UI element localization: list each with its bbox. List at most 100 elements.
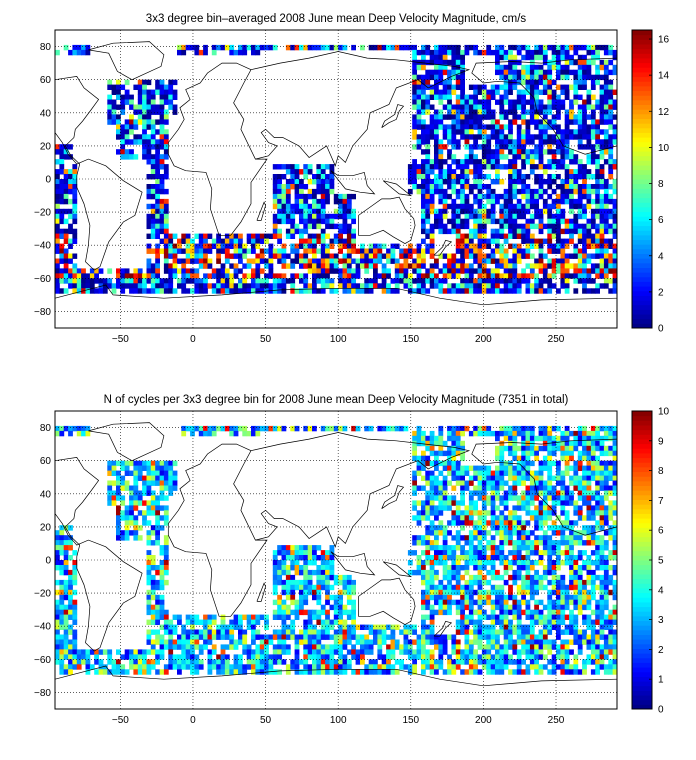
bin-cell (508, 589, 513, 596)
bin-cell (72, 604, 78, 611)
bin-cell (455, 44, 461, 51)
bin-cell (464, 253, 470, 259)
bin-cell (68, 228, 73, 235)
bin-cell (312, 560, 317, 566)
bin-cell (468, 465, 474, 471)
bin-cell (455, 435, 461, 442)
bin-cell (150, 584, 156, 591)
bin-cell (207, 263, 213, 269)
bin-cell (529, 268, 535, 274)
bin-cell (564, 445, 570, 452)
bin-cell (150, 278, 156, 284)
colorbar-frame (631, 29, 653, 329)
bin-cell (133, 119, 139, 125)
bin-cell (325, 263, 330, 269)
bin-cell (421, 59, 426, 66)
bin-cell (547, 475, 553, 481)
bin-cell (525, 203, 531, 210)
bin-cell (434, 525, 439, 531)
bin-cell (612, 445, 618, 452)
bin-cell (599, 594, 605, 601)
bin-cell (534, 154, 539, 160)
bin-cell (460, 208, 465, 215)
bin-cell (473, 278, 478, 284)
bin-cell (442, 545, 448, 551)
bin-cell (586, 505, 592, 511)
bin-cell (586, 288, 592, 294)
bin-cell (142, 154, 147, 160)
bin-cell (107, 268, 113, 274)
bin-cell (203, 273, 208, 279)
bin-cell (603, 208, 609, 215)
bin-cell (577, 114, 583, 120)
bin-cell (464, 465, 470, 471)
bin-cell (556, 579, 561, 586)
bin-cell (312, 545, 317, 551)
bin-cell (451, 465, 457, 471)
bin-cell (416, 510, 422, 516)
bin-cell (582, 540, 587, 546)
bin-cell (508, 54, 513, 61)
bin-cell (181, 258, 187, 264)
bin-cell (503, 74, 509, 81)
bin-cell (542, 268, 548, 274)
bin-cell (464, 550, 470, 556)
bin-cell (421, 465, 426, 471)
bin-cell (447, 550, 452, 556)
bin-cell (503, 248, 509, 254)
bin-cell (521, 114, 526, 120)
bin-cell (438, 79, 444, 86)
bin-cell (569, 104, 574, 110)
bin-cell (438, 470, 444, 476)
bin-cell (342, 425, 348, 432)
bin-cell (63, 278, 69, 284)
bin-cell (129, 470, 134, 476)
bin-cell (495, 233, 500, 239)
bin-cell (538, 525, 544, 531)
bin-cell (434, 609, 439, 616)
bin-cell (551, 233, 557, 239)
bin-cell (542, 435, 548, 442)
bin-cell (111, 490, 117, 496)
bin-cell (525, 475, 531, 481)
bin-cell (59, 273, 65, 279)
bin-cell (312, 569, 317, 576)
bin-cell (564, 263, 570, 269)
bin-cell (438, 49, 444, 56)
bin-cell (547, 243, 553, 249)
bin-cell (586, 124, 592, 130)
bin-cell (508, 450, 513, 457)
bin-cell (159, 203, 165, 210)
bin-cell (238, 49, 243, 56)
bin-cell (582, 485, 587, 491)
bin-cell (116, 525, 121, 531)
bin-cell (455, 243, 461, 249)
bin-cell (464, 485, 470, 491)
bin-cell (525, 435, 531, 442)
bin-cell (455, 475, 461, 481)
bin-cell (499, 278, 505, 284)
bin-cell (294, 258, 300, 264)
bin-cell (338, 44, 343, 51)
bin-cell (573, 579, 579, 586)
bin-cell (521, 490, 526, 496)
bin-cell (612, 475, 618, 481)
bin-cell (429, 203, 435, 210)
chart-title: 3x3 degree bin–averaged 2008 June mean D… (146, 13, 527, 25)
bin-cell (338, 223, 343, 230)
bin-cell (442, 84, 448, 90)
bin-cell (564, 455, 570, 462)
bin-cell (438, 594, 444, 601)
bin-cell (294, 243, 300, 249)
bin-cell (560, 84, 566, 90)
bin-cell (451, 174, 457, 180)
bin-cell (499, 574, 505, 581)
bin-cell (612, 179, 618, 185)
bin-cell (416, 515, 422, 521)
bin-cell (582, 99, 587, 105)
bin-cell (224, 258, 230, 264)
bin-cell (608, 445, 614, 452)
bin-cell (573, 288, 579, 294)
bin-cell (499, 258, 505, 264)
bin-cell (416, 278, 422, 284)
